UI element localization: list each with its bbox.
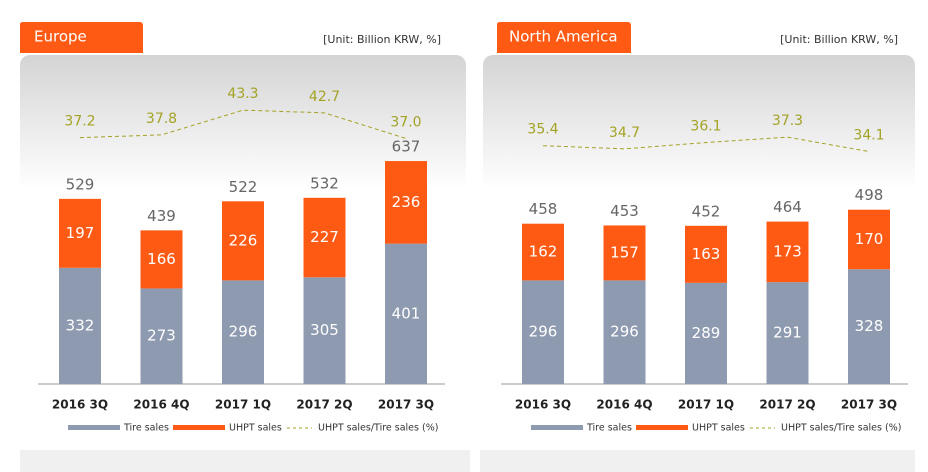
bar-segment bbox=[140, 230, 183, 289]
ratio-line bbox=[542, 136, 870, 153]
x-tick-label: 2017 3Q bbox=[841, 398, 897, 412]
ratio-label: 35.4 bbox=[527, 122, 558, 138]
legend-label: UHPT sales/Tire sales (%) bbox=[318, 423, 438, 434]
total-label: 453 bbox=[610, 202, 639, 220]
bar-label: 296 bbox=[229, 323, 258, 341]
chart-title: Europe bbox=[34, 28, 87, 46]
total-label: 637 bbox=[392, 138, 421, 156]
bar-segment bbox=[140, 288, 183, 384]
x-tick-label: 2017 1Q bbox=[215, 398, 271, 412]
bar-label: 227 bbox=[310, 228, 339, 246]
bar-segment bbox=[522, 280, 564, 384]
x-tick-label: 2016 4Q bbox=[133, 398, 189, 412]
ratio-label: 43.3 bbox=[227, 86, 258, 102]
x-tick-label: 2016 3Q bbox=[515, 398, 571, 412]
legend-label: Tire sales bbox=[123, 423, 169, 434]
x-tick-label: 2016 4Q bbox=[596, 398, 652, 412]
bar-segment bbox=[303, 197, 346, 278]
footer-block bbox=[20, 450, 470, 472]
bar-label: 163 bbox=[692, 245, 721, 263]
total-label: 439 bbox=[147, 207, 176, 225]
ratio-label: 37.3 bbox=[772, 113, 803, 129]
bar-segment bbox=[222, 201, 264, 281]
total-label: 464 bbox=[773, 198, 802, 216]
bar-segment bbox=[59, 198, 101, 268]
bar-label: 273 bbox=[147, 327, 176, 345]
total-label: 452 bbox=[692, 202, 721, 220]
bar-label: 328 bbox=[855, 317, 884, 335]
bar-label: 166 bbox=[147, 250, 176, 268]
total-label: 458 bbox=[529, 200, 558, 218]
legend-swatch bbox=[636, 425, 688, 430]
bar-segment bbox=[522, 223, 564, 281]
x-tick-label: 2017 2Q bbox=[759, 398, 815, 412]
tab bbox=[20, 22, 143, 53]
tab bbox=[497, 22, 631, 53]
legend-swatch bbox=[68, 425, 120, 430]
bar-label: 197 bbox=[66, 224, 95, 242]
bar-label: 289 bbox=[692, 324, 721, 342]
bar-segment bbox=[385, 161, 427, 244]
bar-segment bbox=[222, 280, 264, 384]
footer-block bbox=[480, 450, 915, 472]
legend-label: UHPT sales/Tire sales (%) bbox=[781, 423, 901, 434]
bar-label: 296 bbox=[610, 323, 639, 341]
bar-label: 305 bbox=[310, 321, 339, 339]
legend-label: Tire sales bbox=[586, 423, 632, 434]
total-label: 532 bbox=[310, 174, 339, 192]
unit-note: [Unit: Billion KRW, %] bbox=[323, 33, 441, 46]
bar-label: 170 bbox=[855, 230, 884, 248]
ratio-label: 34.1 bbox=[853, 128, 884, 144]
ratio-label: 37.8 bbox=[146, 111, 177, 127]
legend-swatch bbox=[173, 425, 225, 430]
bar-label: 157 bbox=[610, 243, 639, 261]
bar-label: 162 bbox=[529, 243, 558, 261]
x-tick-label: 2017 1Q bbox=[678, 398, 734, 412]
ratio-label: 34.7 bbox=[609, 125, 640, 141]
x-tick-label: 2017 3Q bbox=[378, 398, 434, 412]
chart-title: North America bbox=[509, 28, 618, 46]
ratio-label: 37.0 bbox=[390, 115, 421, 131]
bar-segment bbox=[685, 282, 727, 384]
bar-label: 291 bbox=[773, 324, 802, 342]
bar-segment bbox=[59, 267, 101, 384]
bar-label: 401 bbox=[392, 304, 421, 322]
total-label: 529 bbox=[66, 175, 95, 193]
x-tick-label: 2017 2Q bbox=[296, 398, 352, 412]
legend-label: UHPT sales bbox=[229, 423, 282, 434]
total-label: 522 bbox=[229, 178, 258, 196]
ratio-label: 37.2 bbox=[64, 114, 95, 130]
ratio-label: 42.7 bbox=[309, 89, 340, 105]
ratio-label: 36.1 bbox=[690, 119, 721, 135]
bar-label: 226 bbox=[229, 231, 258, 249]
bar-label: 236 bbox=[392, 193, 421, 211]
bar-label: 332 bbox=[66, 316, 95, 334]
bar-segment bbox=[848, 209, 890, 270]
bar-segment bbox=[603, 280, 646, 384]
bar-label: 296 bbox=[529, 323, 558, 341]
bar-segment bbox=[848, 269, 890, 384]
bar-segment bbox=[385, 243, 427, 384]
ratio-line bbox=[79, 109, 407, 139]
bar-segment bbox=[303, 277, 346, 384]
bar-segment bbox=[685, 225, 727, 283]
bar-label: 173 bbox=[773, 242, 802, 260]
legend-label: UHPT sales bbox=[692, 423, 745, 434]
unit-note: [Unit: Billion KRW, %] bbox=[780, 33, 898, 46]
x-tick-label: 2016 3Q bbox=[52, 398, 108, 412]
bar-segment bbox=[766, 282, 809, 384]
total-label: 498 bbox=[855, 186, 884, 204]
bar-segment bbox=[766, 221, 809, 283]
bar-segment bbox=[603, 225, 646, 281]
legend-swatch bbox=[531, 425, 583, 430]
